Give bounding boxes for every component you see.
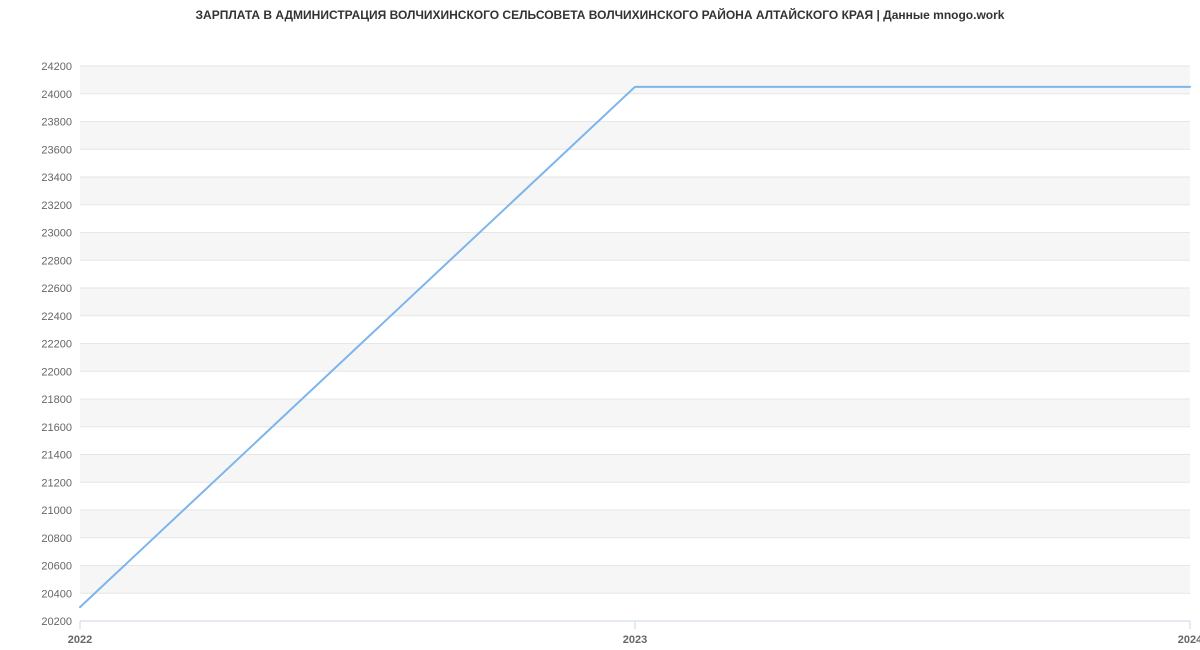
svg-text:23800: 23800 <box>41 117 72 129</box>
svg-text:22600: 22600 <box>41 283 72 295</box>
svg-text:23600: 23600 <box>41 144 72 156</box>
svg-text:21200: 21200 <box>41 477 72 489</box>
svg-text:21800: 21800 <box>41 394 72 406</box>
svg-text:24200: 24200 <box>41 61 72 73</box>
svg-text:22000: 22000 <box>41 366 72 378</box>
svg-text:2022: 2022 <box>68 634 92 646</box>
svg-text:2024: 2024 <box>1178 634 1200 646</box>
svg-text:21400: 21400 <box>41 450 72 462</box>
chart-title: ЗАРПЛАТА В АДМИНИСТРАЦИЯ ВОЛЧИХИНСКОГО С… <box>0 0 1200 26</box>
svg-text:20200: 20200 <box>41 616 72 628</box>
svg-text:23000: 23000 <box>41 228 72 240</box>
svg-text:23400: 23400 <box>41 172 72 184</box>
svg-text:21600: 21600 <box>41 422 72 434</box>
svg-text:20800: 20800 <box>41 533 72 545</box>
svg-text:24000: 24000 <box>41 89 72 101</box>
svg-text:22800: 22800 <box>41 255 72 267</box>
svg-text:21000: 21000 <box>41 505 72 517</box>
line-chart: 20200 20400 20600 20800 21000 21200 21400 21600… <box>0 26 1200 646</box>
svg-text:2023: 2023 <box>623 634 647 646</box>
svg-text:22400: 22400 <box>41 311 72 323</box>
chart-container: ЗАРПЛАТА В АДМИНИСТРАЦИЯ ВОЛЧИХИНСКОГО С… <box>0 0 1200 650</box>
svg-text:23200: 23200 <box>41 200 72 212</box>
svg-text:22200: 22200 <box>41 339 72 351</box>
svg-text:20600: 20600 <box>41 561 72 573</box>
svg-text:20400: 20400 <box>41 588 72 600</box>
